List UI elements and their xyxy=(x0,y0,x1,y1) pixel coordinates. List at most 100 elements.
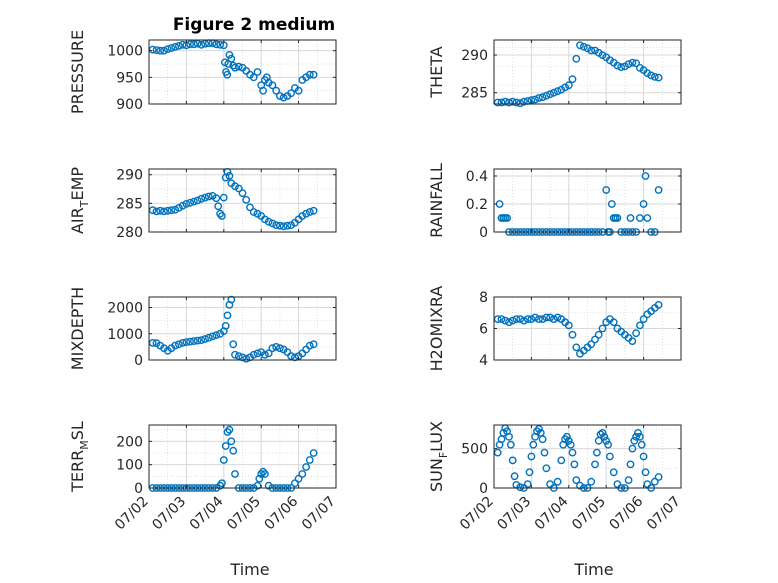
data-point xyxy=(234,352,243,360)
axes-box xyxy=(493,168,682,233)
data-point xyxy=(178,40,187,49)
y-tick-label: 0.4 xyxy=(466,169,488,185)
data-point xyxy=(309,70,318,79)
data-point xyxy=(628,337,637,345)
data-point xyxy=(305,456,314,464)
data-point xyxy=(255,474,264,483)
data-point xyxy=(508,316,517,325)
data-point xyxy=(186,40,195,49)
data-point xyxy=(189,337,198,345)
data-point xyxy=(231,63,239,72)
data-point xyxy=(234,62,243,71)
data-point xyxy=(594,330,603,339)
data-point xyxy=(650,73,659,81)
data-point xyxy=(639,200,648,208)
data-point xyxy=(249,73,258,82)
axes-box xyxy=(148,168,337,233)
data-point xyxy=(204,333,213,342)
data-point xyxy=(641,172,650,180)
data-point xyxy=(294,86,303,95)
data-point xyxy=(538,93,547,102)
data-point xyxy=(302,463,310,471)
y-axis-label: PRESSURE xyxy=(68,30,87,114)
data-point xyxy=(231,182,239,191)
data-point xyxy=(570,460,579,469)
data-point xyxy=(219,456,228,464)
y-axis-label: THETA xyxy=(427,46,446,98)
data-point xyxy=(587,477,596,486)
data-point xyxy=(217,479,226,488)
y-tick-label: 8 xyxy=(479,290,488,306)
data-point xyxy=(634,428,642,437)
y-axis-label: H2OMIXRA xyxy=(427,286,446,372)
data-point xyxy=(591,335,599,344)
figure-title: Figure 2 medium xyxy=(173,15,335,35)
data-point xyxy=(626,214,635,222)
data-point xyxy=(290,353,299,362)
data-point xyxy=(626,460,635,469)
y-axis-label: TERRMSL xyxy=(68,421,91,493)
data-point xyxy=(260,470,269,478)
data-point xyxy=(229,340,238,349)
data-point xyxy=(174,42,183,50)
subplot: 900 950 1000 PRESSURE xyxy=(68,30,337,114)
data-point xyxy=(178,201,187,210)
data-point xyxy=(641,468,650,477)
x-tick-label: 07/06 xyxy=(262,493,302,533)
data-point xyxy=(212,194,221,203)
x-tick-label: 07/07 xyxy=(299,494,339,534)
data-point xyxy=(503,214,511,222)
data-point xyxy=(501,316,510,325)
data-point xyxy=(576,41,584,50)
x-axis-label-right: Time xyxy=(573,560,613,579)
data-point xyxy=(156,46,165,55)
data-point xyxy=(549,88,558,97)
data-point xyxy=(553,87,562,96)
data-point xyxy=(643,69,652,78)
y-axis-label: AIRTEMP xyxy=(68,167,91,234)
data-point xyxy=(268,219,277,228)
data-point xyxy=(628,58,637,67)
y-tick-label: 0 xyxy=(134,481,143,497)
data-point xyxy=(654,473,663,481)
data-point xyxy=(253,349,262,358)
data-point xyxy=(231,470,239,478)
data-point xyxy=(272,86,281,95)
data-point xyxy=(305,208,314,216)
data-point xyxy=(160,46,168,55)
data-point xyxy=(609,318,618,327)
y-tick-label: 0 xyxy=(479,225,488,241)
data-point xyxy=(643,480,652,488)
data-point xyxy=(309,340,318,349)
data-point xyxy=(171,43,180,51)
data-point xyxy=(227,295,236,304)
data-point xyxy=(189,197,198,206)
data-point xyxy=(643,214,652,222)
data-point xyxy=(259,86,267,95)
data-point xyxy=(214,202,223,211)
data-point xyxy=(527,315,536,323)
data-point xyxy=(639,452,648,461)
data-point xyxy=(508,456,517,465)
data-point xyxy=(600,432,609,441)
data-point xyxy=(167,206,176,215)
data-point xyxy=(639,315,648,323)
data-point xyxy=(508,97,517,106)
data-point xyxy=(186,337,195,346)
data-point xyxy=(510,472,519,481)
data-point xyxy=(538,315,547,323)
subplot: 4 6 8 H2OMIXRA xyxy=(427,286,682,372)
data-point xyxy=(604,440,612,449)
y-tick-label: 1000 xyxy=(107,327,143,343)
x-tick-label: 07/03 xyxy=(149,494,189,534)
data-point xyxy=(221,321,230,330)
data-point xyxy=(505,318,513,327)
y-tick-label: 500 xyxy=(461,442,488,458)
data-point xyxy=(553,313,562,322)
data-point xyxy=(520,316,528,325)
data-point xyxy=(279,222,288,231)
data-point xyxy=(201,193,210,202)
data-point xyxy=(636,321,644,330)
data-point xyxy=(309,206,318,215)
